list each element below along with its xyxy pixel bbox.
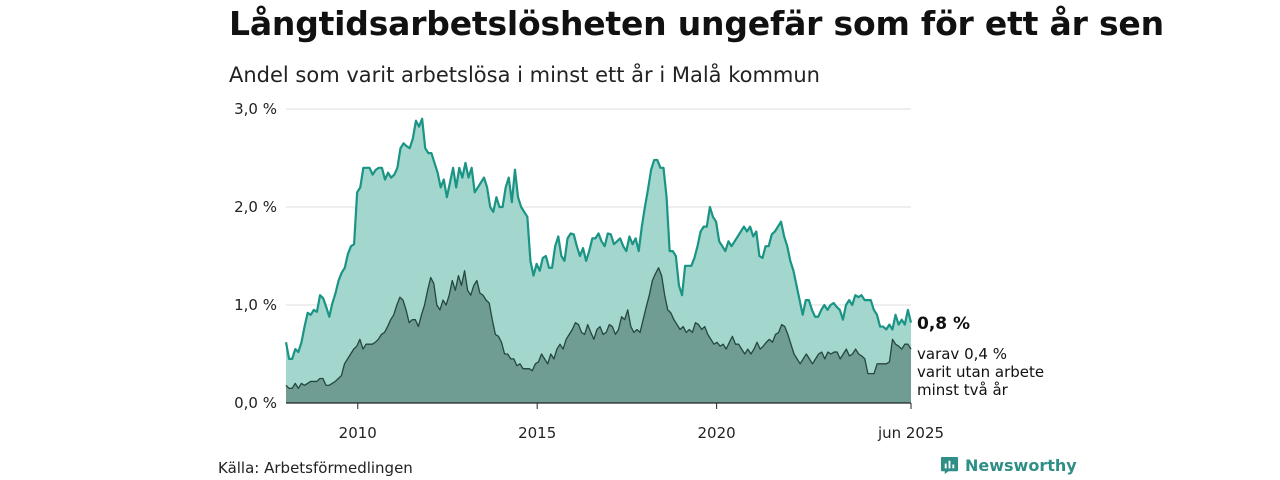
y-tick-label: 3,0 % [234,100,277,118]
series-1-line [284,117,913,360]
y-tick-label: 2,0 % [234,198,277,216]
series-2-line [285,267,912,389]
series2-description-line1: varit utan arbete [917,363,1044,381]
brand-logo: Newsworthy [940,456,1077,475]
series-2-area [286,267,911,403]
newsworthy-logo-icon [940,456,959,475]
axes [286,402,912,409]
x-tick-label: jun 2025 [877,424,944,442]
x-tick-label: 2020 [698,424,736,442]
series1-value-label: 0,8 % [917,314,970,334]
y-tick-label: 1,0 % [234,296,277,314]
chart-subtitle: Andel som varit arbetslösa i minst ett å… [229,63,820,87]
source-note: Källa: Arbetsförmedlingen [218,459,413,477]
series-areas [284,117,913,404]
series2-description-line2: minst två år [917,381,1009,399]
tick-labels: 0,0 % 1,0 % 2,0 % 3,0 % 2010 2015 2020 jun 2025 [234,100,944,442]
brand-name: Newsworthy [965,456,1077,475]
chart-title: Långtidsarbetslösheten ungefär som för e… [229,4,1164,43]
x-tick-label: 2010 [339,424,377,442]
x-tick-label: 2015 [518,424,556,442]
series2-value-label: varav 0,4 % [917,345,1007,363]
y-tick-label: 0,0 % [234,394,277,412]
